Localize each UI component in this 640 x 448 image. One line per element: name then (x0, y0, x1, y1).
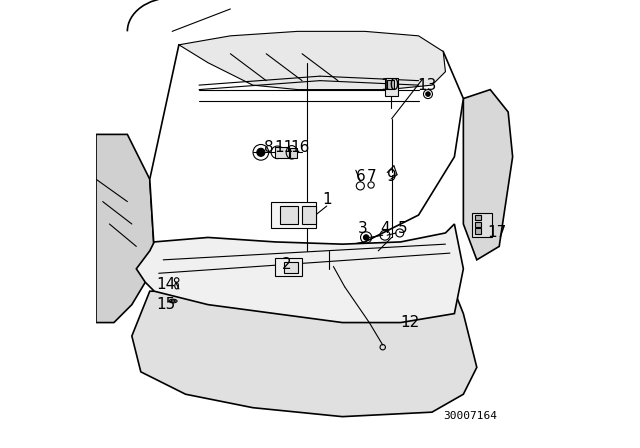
Ellipse shape (257, 148, 265, 156)
Text: 30007164: 30007164 (443, 411, 497, 421)
Text: 12: 12 (400, 315, 419, 330)
Polygon shape (150, 45, 463, 253)
Text: 7: 7 (367, 169, 376, 185)
Bar (385, 78, 397, 96)
Bar (284, 262, 298, 273)
Text: 15: 15 (156, 297, 175, 312)
Text: 4: 4 (380, 221, 390, 236)
Bar (475, 215, 481, 220)
Bar (475, 222, 481, 227)
Text: 3: 3 (358, 221, 367, 236)
Text: 8: 8 (264, 140, 273, 155)
Polygon shape (132, 291, 477, 417)
Text: 6: 6 (355, 169, 365, 185)
Bar (275, 147, 289, 158)
Text: 1: 1 (322, 192, 332, 207)
Text: 2: 2 (282, 257, 291, 272)
Text: 11: 11 (275, 140, 294, 155)
Text: 14: 14 (156, 277, 175, 292)
Text: 5: 5 (398, 221, 408, 236)
Polygon shape (463, 90, 513, 260)
Bar (475, 228, 481, 234)
Polygon shape (96, 134, 154, 323)
Bar (271, 202, 316, 228)
Text: 17: 17 (487, 225, 507, 241)
Bar (280, 206, 298, 224)
Bar (302, 206, 316, 224)
Bar (472, 213, 493, 237)
Ellipse shape (426, 92, 430, 96)
Text: 10: 10 (380, 78, 399, 93)
Bar (275, 258, 302, 276)
Polygon shape (179, 31, 445, 90)
Bar (290, 148, 297, 158)
Text: 16: 16 (290, 140, 310, 155)
Ellipse shape (364, 235, 369, 240)
Text: 13: 13 (417, 78, 436, 93)
Bar (387, 80, 394, 89)
Polygon shape (136, 224, 463, 323)
Text: 9: 9 (387, 169, 397, 185)
